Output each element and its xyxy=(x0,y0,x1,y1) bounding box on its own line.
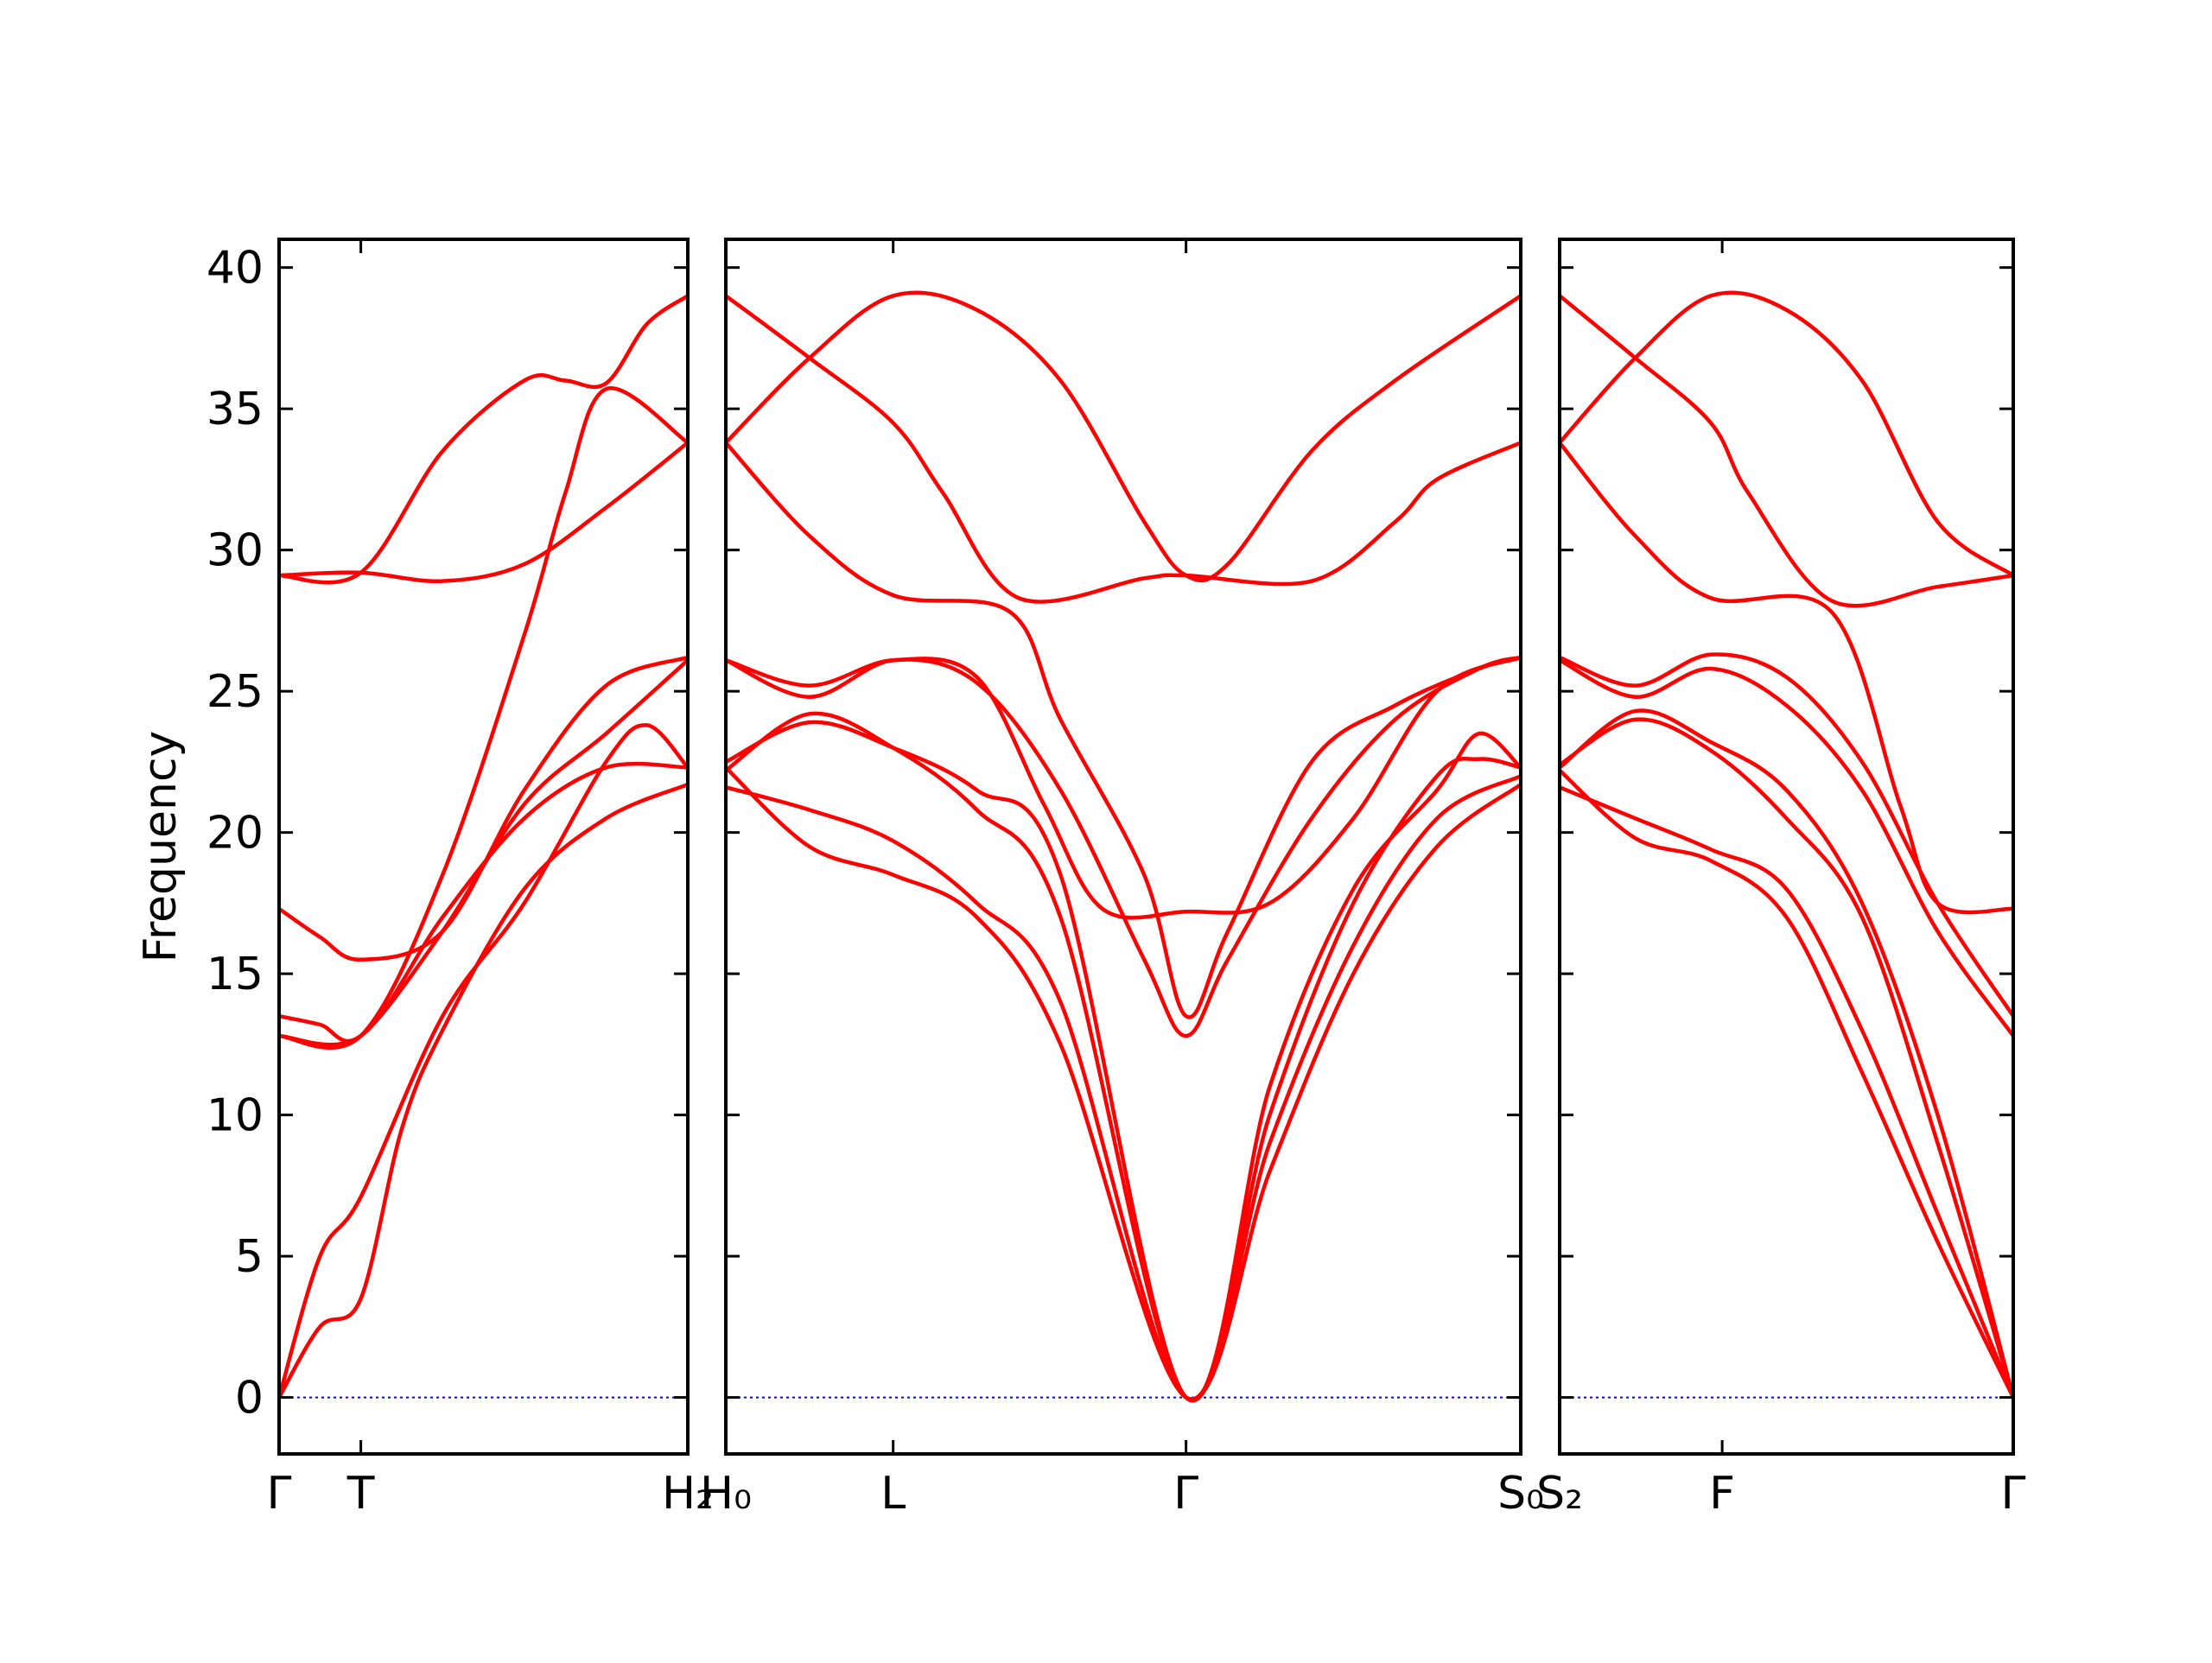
y-tick-label: 10 xyxy=(207,1090,264,1142)
y-tick-label: 5 xyxy=(235,1231,264,1283)
band-line-2 xyxy=(1560,294,2013,608)
band-line-6 xyxy=(726,711,1521,1403)
y-tick-label: 30 xyxy=(207,525,264,577)
x-tick-label: H₀ xyxy=(700,1468,752,1520)
series-group xyxy=(279,294,688,1400)
band-line-6 xyxy=(1560,708,2013,1400)
band-line-7 xyxy=(1560,717,2013,1400)
panel-frame xyxy=(724,238,1522,1456)
band-line-2 xyxy=(726,294,1521,604)
x-tick-label: Γ xyxy=(2001,1468,2026,1520)
y-tick-label: 15 xyxy=(207,949,264,1000)
x-tick-label: F xyxy=(1709,1468,1735,1520)
band-line-7 xyxy=(279,723,688,1400)
band-line-9 xyxy=(726,765,1521,1401)
band-line-3 xyxy=(726,441,1521,1019)
y-tick-label: 25 xyxy=(207,666,264,718)
series-group xyxy=(1560,290,2013,1400)
panel-frame xyxy=(277,238,690,1456)
panel-3: S₂ F Γ xyxy=(1536,238,2026,1520)
band-line-4 xyxy=(726,655,1521,920)
band-line-4 xyxy=(1560,652,2013,1019)
band-line-1 xyxy=(279,441,688,584)
y-tick-label: 35 xyxy=(207,384,264,435)
x-tick-label: L xyxy=(880,1468,906,1520)
band-line-2 xyxy=(279,294,688,585)
band-line-9 xyxy=(1560,768,2013,1400)
band-line-8 xyxy=(726,774,1521,1401)
x-tick-label: Γ xyxy=(267,1468,292,1520)
x-tick-label: H₂ xyxy=(662,1468,714,1520)
band-line-8 xyxy=(1560,785,2013,1400)
y-tick-label: 40 xyxy=(207,243,264,295)
panel-frame xyxy=(1558,238,2015,1456)
y-tick-label: 20 xyxy=(207,808,264,860)
band-line-6 xyxy=(279,761,688,1047)
y-axis-label: Frequency xyxy=(135,731,187,963)
x-tick-label: S₀ xyxy=(1497,1468,1544,1520)
band-line-8 xyxy=(279,782,688,1400)
band-line-5 xyxy=(279,657,688,1044)
panel-2: H₀ L Γ S₀ xyxy=(700,238,1544,1520)
panel-1: Γ T H₂ 0 5 10 15 20 25 30 35 40 xyxy=(207,238,714,1520)
x-tick-label: S₂ xyxy=(1536,1468,1583,1520)
band-line-5 xyxy=(726,655,1521,1038)
x-tick-label: Γ xyxy=(1173,1468,1198,1520)
band-line-1 xyxy=(1560,290,2013,578)
series-group xyxy=(726,290,1521,1403)
x-tick-label: T xyxy=(346,1468,375,1520)
y-tick-label: 0 xyxy=(235,1373,264,1425)
band-line-5 xyxy=(1560,657,2013,1038)
band-line-1 xyxy=(726,290,1521,583)
